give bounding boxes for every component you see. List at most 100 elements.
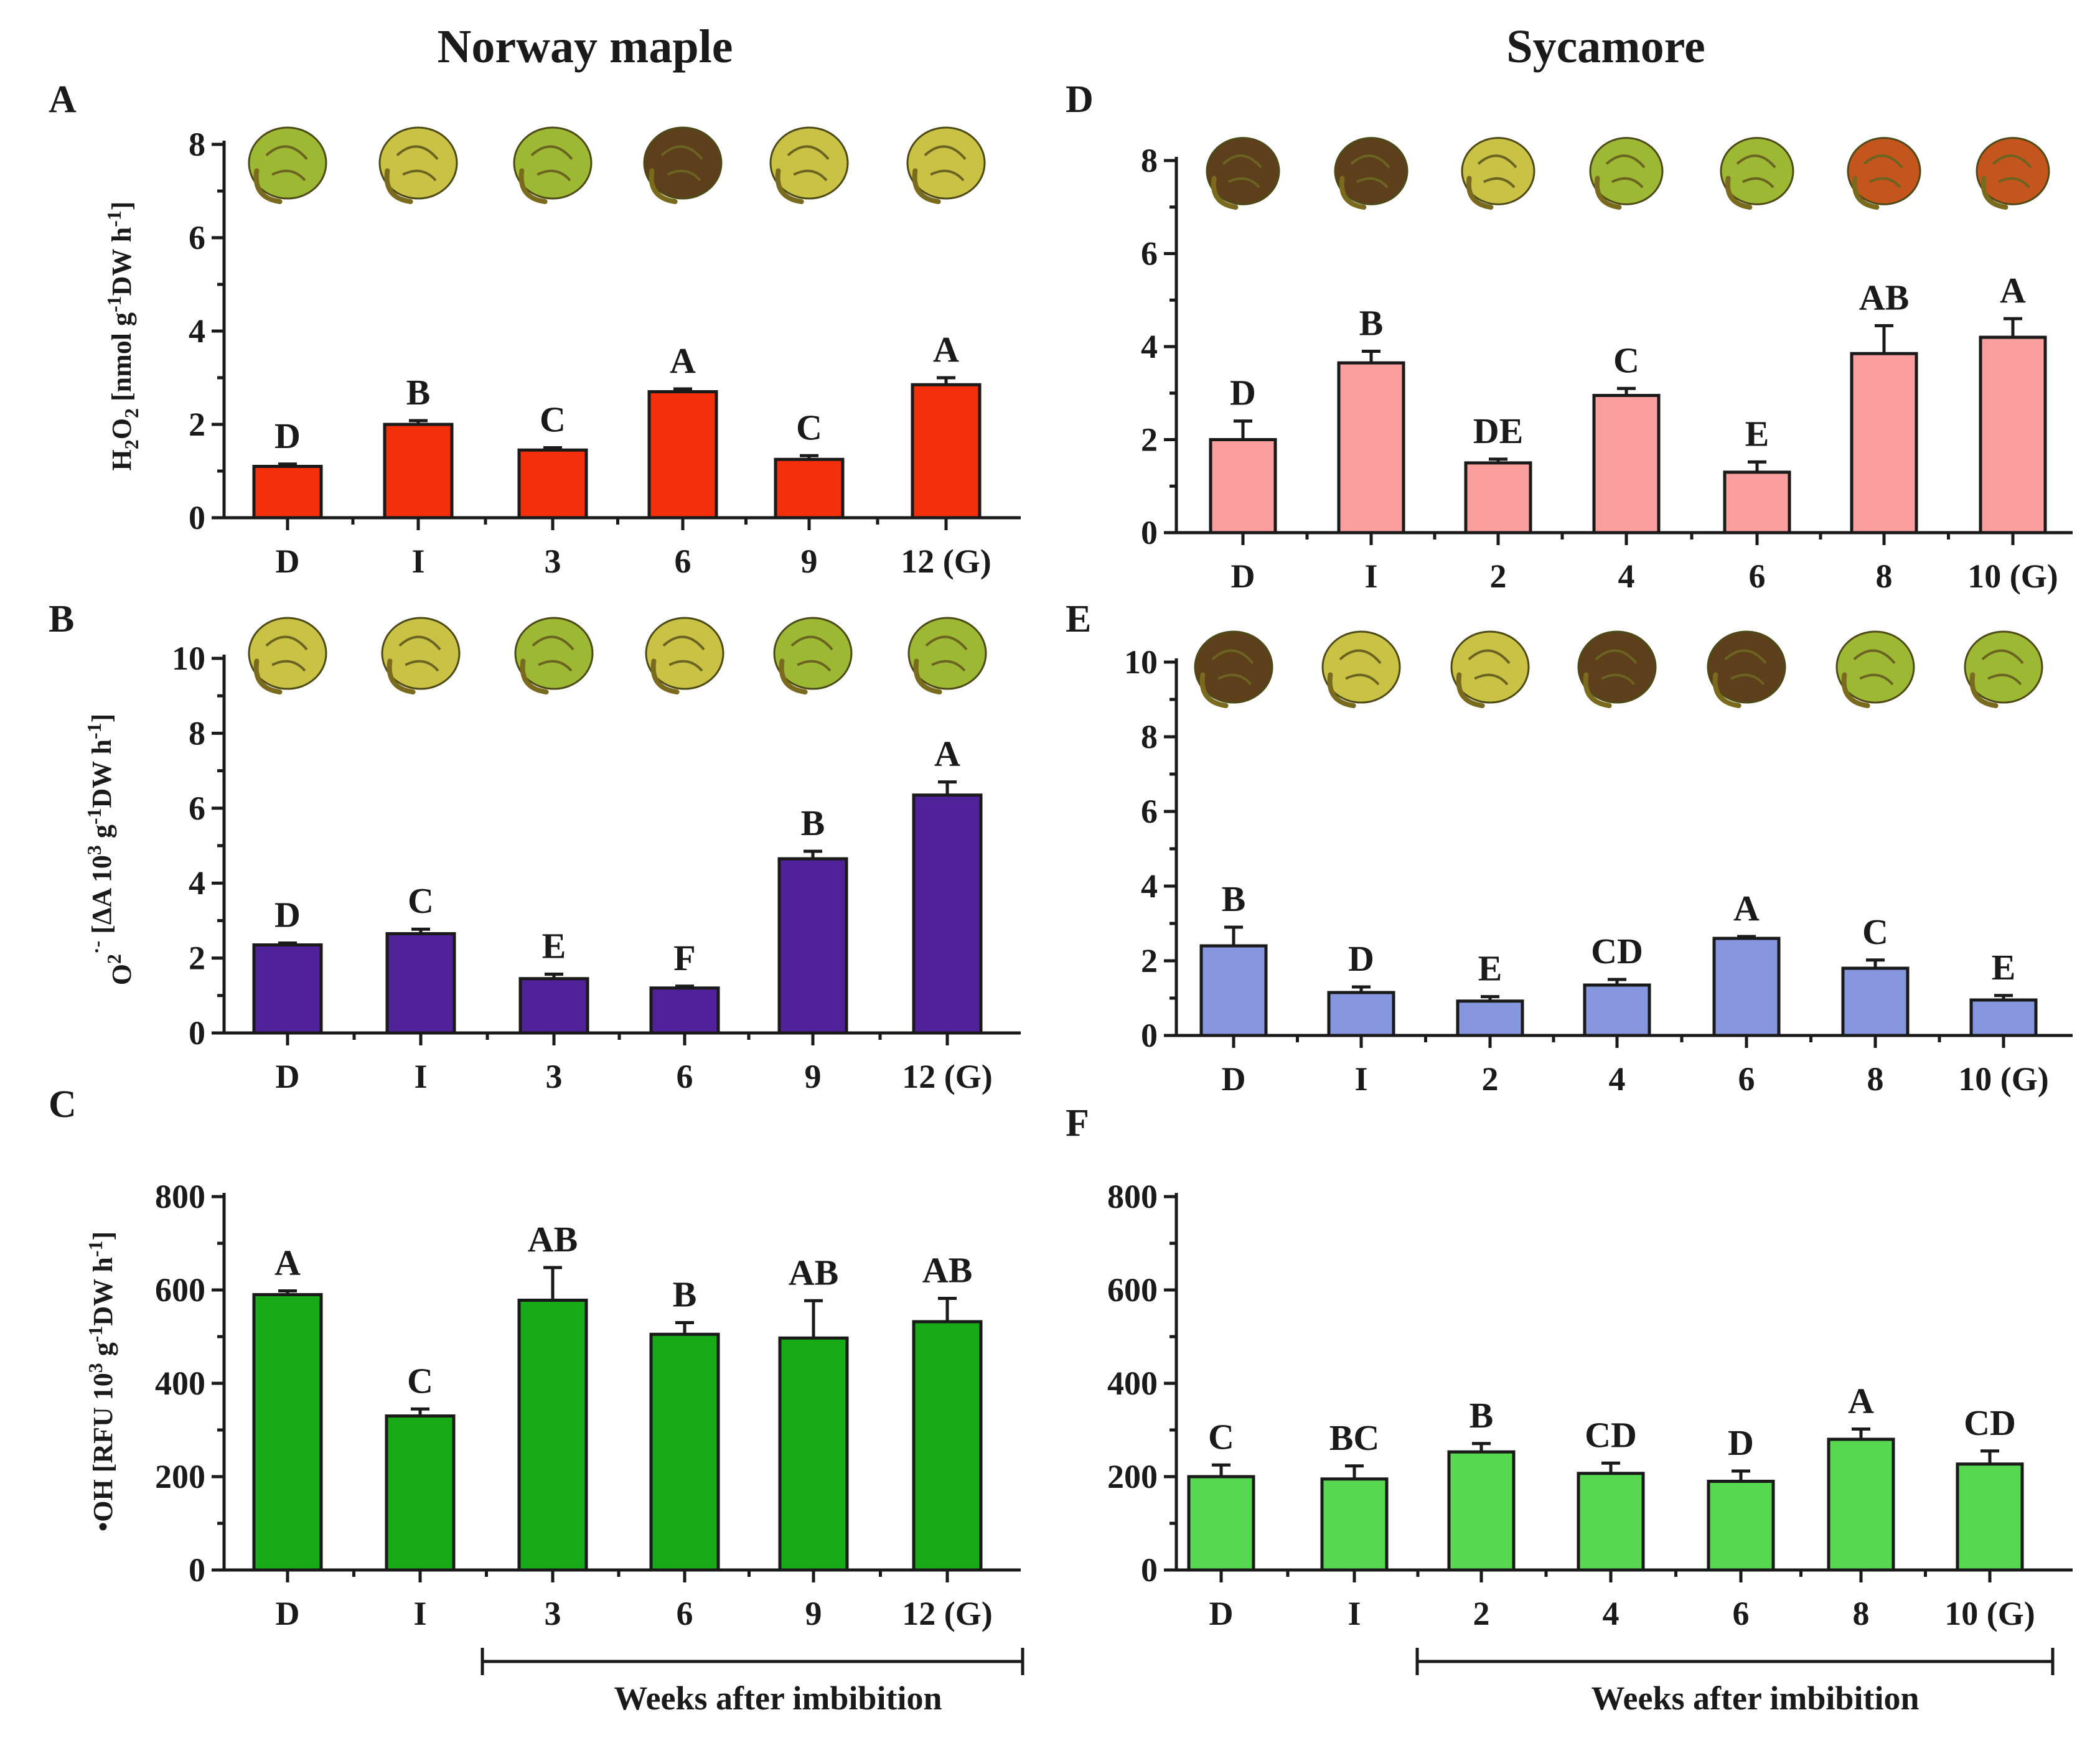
seed-body — [1577, 630, 1657, 704]
seed-radicle — [1327, 672, 1356, 708]
seed-photo — [1461, 137, 1535, 210]
significance-label: E — [1478, 948, 1502, 989]
significance-label: AB — [528, 1219, 578, 1259]
seed-fold — [532, 635, 574, 651]
seed-fold — [1222, 154, 1262, 169]
significance-label: B — [1359, 302, 1384, 343]
bar — [1577, 1472, 1645, 1572]
y-tick-label: 600 — [1107, 1271, 1158, 1309]
significance-label: C — [408, 881, 434, 921]
y-tick-label: 0 — [189, 1551, 205, 1589]
panel-letter: E — [1066, 598, 1091, 640]
bar — [517, 1299, 588, 1572]
bar — [1209, 438, 1277, 535]
x-tick-label: I — [411, 543, 424, 580]
seed-photo — [1589, 137, 1664, 210]
seed-fold — [1356, 177, 1389, 189]
seed-body — [907, 617, 987, 690]
seed-photo — [1835, 630, 1915, 708]
seed-fold — [787, 145, 830, 161]
seed-fold — [1859, 673, 1894, 686]
significance-label: C — [1208, 1416, 1234, 1457]
seed-fold — [1468, 649, 1511, 665]
significance-label: D — [1728, 1423, 1754, 1463]
weeks-title-left: Weeks after imbibition — [614, 1680, 942, 1717]
y-axis-title-part: -1 — [84, 1326, 106, 1343]
significance-label: B — [406, 372, 431, 413]
y-tick-label: 4 — [1141, 328, 1158, 365]
significance-label: C — [1862, 912, 1888, 952]
significance-label: C — [407, 1360, 433, 1401]
seed-body — [1964, 630, 2043, 704]
significance-label: BC — [1329, 1418, 1380, 1458]
y-tick-label: 0 — [1141, 1017, 1158, 1054]
seed-radicle — [650, 658, 680, 694]
seed-photo — [907, 617, 987, 694]
y-tick-label: 6 — [1141, 793, 1158, 830]
significance-label: C — [540, 399, 566, 440]
y-tick-label: 0 — [189, 1014, 205, 1052]
y-tick-label: 6 — [189, 790, 205, 827]
seed-photo — [513, 126, 593, 204]
y-axis-title-part: 2 — [103, 954, 125, 964]
y-tick-label: 2 — [189, 940, 205, 977]
seed-body — [1976, 137, 2050, 205]
bar — [383, 423, 454, 520]
seed-photo — [1334, 137, 1409, 210]
seed-body — [643, 126, 723, 200]
weeks-title-right: Weeks after imbibition — [1591, 1680, 1919, 1717]
x-tick-label: 8 — [1867, 1060, 1884, 1098]
significance-label: C — [1613, 340, 1639, 380]
seed-fold — [1339, 649, 1382, 665]
x-tick-label: 10 (G) — [1944, 1595, 2035, 1632]
x-tick-label: 9 — [805, 1058, 822, 1095]
seed-body — [906, 126, 986, 200]
seed-radicle — [1456, 672, 1485, 708]
significance-label: E — [542, 925, 566, 966]
species-title-right: Sycamore — [1506, 21, 1705, 73]
y-axis-title-part: -1 — [103, 296, 125, 312]
x-tick-label: 6 — [677, 1595, 693, 1632]
bar — [774, 457, 845, 520]
seed-fold — [1730, 673, 1765, 686]
x-tick-label: 6 — [1733, 1595, 1750, 1632]
x-tick-label: D — [1209, 1595, 1234, 1632]
bar — [647, 390, 718, 520]
x-tick-label: D — [276, 1058, 300, 1095]
significance-label: DE — [1473, 411, 1524, 451]
significance-label: A — [1848, 1381, 1874, 1421]
seed-fold — [1992, 154, 2032, 169]
y-axis-title-part: ·- — [85, 941, 108, 954]
y-axis-title-part: 2 — [120, 408, 143, 418]
significance-label: D — [1230, 373, 1256, 413]
y-axis-title: O2·- [ΔA 103 g-1DW h-1] — [83, 714, 137, 986]
y-axis-title-part: [ΔA 10 — [87, 855, 117, 941]
x-tick-label: 3 — [546, 1058, 563, 1095]
seed-fold — [660, 145, 703, 161]
significance-label: D — [274, 416, 301, 456]
seed-body — [1461, 137, 1535, 205]
seed-fold — [1345, 673, 1380, 686]
seed-radicle — [1339, 175, 1367, 210]
seed-photo — [1194, 630, 1273, 708]
seed-radicle — [775, 168, 804, 204]
bar — [911, 383, 982, 520]
bar — [252, 465, 323, 520]
seed-photo — [1964, 630, 2043, 708]
seed-fold — [1227, 177, 1260, 189]
bar — [1187, 1475, 1255, 1572]
x-tick-label: I — [1348, 1595, 1361, 1632]
y-tick-label: 400 — [155, 1365, 205, 1402]
seed-photo — [1206, 137, 1280, 210]
seed-fold — [1997, 177, 2030, 189]
seed-body — [248, 126, 327, 200]
seed-fold — [1350, 154, 1390, 169]
bar — [252, 943, 323, 1035]
bar — [385, 932, 456, 1035]
seed-body — [645, 617, 724, 690]
seed-radicle — [1211, 175, 1239, 210]
seed-radicle — [1725, 175, 1753, 210]
